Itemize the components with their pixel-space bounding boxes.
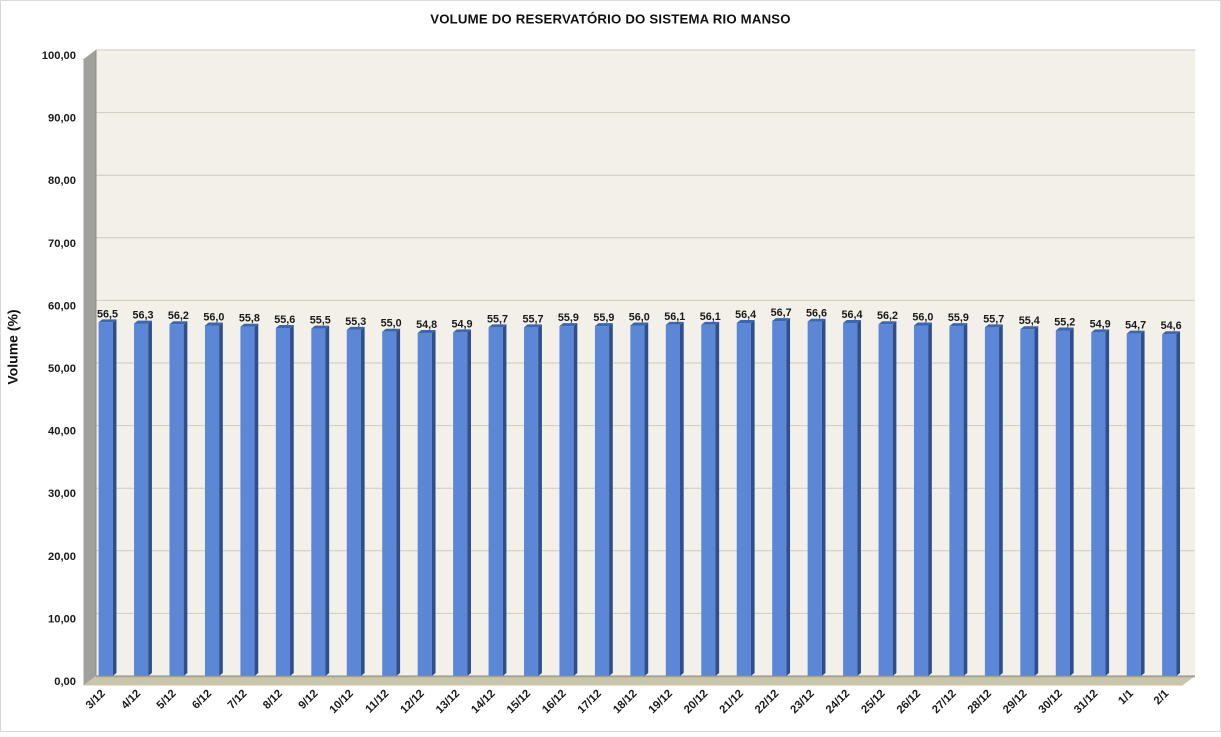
svg-text:56,6: 56,6 bbox=[806, 308, 827, 320]
svg-text:56,1: 56,1 bbox=[700, 311, 721, 323]
svg-text:50,00: 50,00 bbox=[48, 363, 76, 375]
svg-text:55,3: 55,3 bbox=[345, 316, 366, 328]
svg-text:10,00: 10,00 bbox=[48, 613, 76, 625]
svg-text:55,6: 55,6 bbox=[274, 314, 295, 326]
svg-text:55,5: 55,5 bbox=[310, 315, 331, 327]
svg-text:56,4: 56,4 bbox=[735, 309, 756, 321]
svg-text:100,00: 100,00 bbox=[42, 50, 76, 62]
svg-text:54,9: 54,9 bbox=[452, 318, 473, 330]
svg-text:56,2: 56,2 bbox=[168, 310, 189, 322]
svg-text:54,7: 54,7 bbox=[1125, 320, 1146, 332]
svg-text:90,00: 90,00 bbox=[48, 113, 76, 125]
svg-text:54,6: 54,6 bbox=[1161, 320, 1182, 332]
svg-text:30,00: 30,00 bbox=[48, 488, 76, 500]
svg-text:56,0: 56,0 bbox=[912, 311, 933, 323]
svg-text:56,0: 56,0 bbox=[203, 311, 224, 323]
svg-text:40,00: 40,00 bbox=[48, 426, 76, 438]
svg-text:56,7: 56,7 bbox=[771, 307, 792, 319]
svg-text:55,9: 55,9 bbox=[593, 312, 614, 324]
svg-text:55,7: 55,7 bbox=[983, 313, 1004, 325]
svg-text:VOLUME DO RESERVATÓRIO DO SIST: VOLUME DO RESERVATÓRIO DO SISTEMA RIO MA… bbox=[430, 12, 791, 27]
svg-text:54,9: 54,9 bbox=[1090, 318, 1111, 330]
svg-text:70,00: 70,00 bbox=[48, 238, 76, 250]
svg-text:56,1: 56,1 bbox=[664, 311, 685, 323]
svg-text:56,5: 56,5 bbox=[97, 308, 118, 320]
svg-text:55,2: 55,2 bbox=[1054, 316, 1075, 328]
svg-text:60,00: 60,00 bbox=[48, 300, 76, 312]
svg-text:55,8: 55,8 bbox=[239, 313, 260, 325]
svg-text:56,3: 56,3 bbox=[132, 310, 153, 322]
svg-text:55,7: 55,7 bbox=[522, 313, 543, 325]
svg-text:Volume (%): Volume (%) bbox=[5, 309, 21, 384]
svg-text:20,00: 20,00 bbox=[48, 551, 76, 563]
svg-text:56,0: 56,0 bbox=[629, 311, 650, 323]
svg-text:56,4: 56,4 bbox=[842, 309, 863, 321]
svg-text:55,0: 55,0 bbox=[381, 318, 402, 330]
svg-text:55,4: 55,4 bbox=[1019, 315, 1040, 327]
svg-text:0,00: 0,00 bbox=[54, 676, 76, 688]
svg-text:55,9: 55,9 bbox=[558, 312, 579, 324]
svg-text:55,7: 55,7 bbox=[487, 313, 508, 325]
svg-text:56,2: 56,2 bbox=[877, 310, 898, 322]
svg-text:55,9: 55,9 bbox=[948, 312, 969, 324]
svg-text:54,8: 54,8 bbox=[416, 319, 437, 331]
svg-text:80,00: 80,00 bbox=[48, 175, 76, 187]
